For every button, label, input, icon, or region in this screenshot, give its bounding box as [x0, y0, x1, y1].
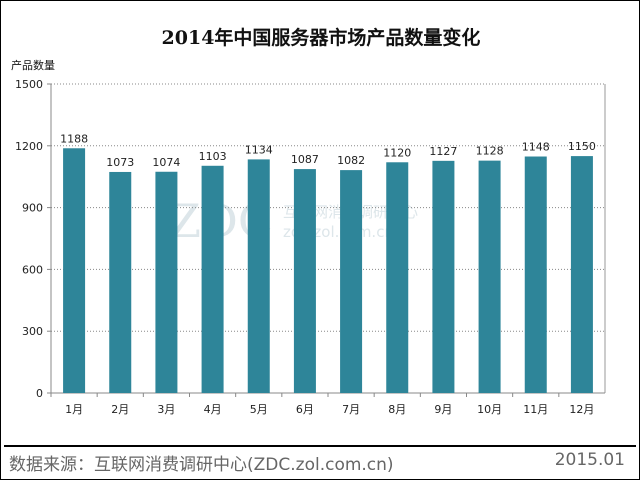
y-tick-label: 1500 [15, 78, 43, 91]
data-label: 1103 [199, 150, 227, 163]
bar [340, 170, 363, 393]
y-tick-label: 1200 [15, 140, 43, 153]
x-tick-label: 6月 [296, 403, 314, 416]
bar [386, 162, 409, 393]
x-tick-label: 1月 [65, 403, 83, 416]
bar [201, 165, 224, 393]
x-tick-label: 12月 [569, 403, 594, 416]
data-label: 1150 [568, 140, 596, 153]
x-tick-label: 4月 [204, 403, 222, 416]
data-source: 数据来源：互联网消费调研中心(ZDC.zol.com.cn) [9, 455, 394, 475]
data-label: 1073 [106, 156, 134, 169]
bar [524, 156, 547, 393]
bar-chart: ZDC互联网消费调研中心zdc.zol.com.cn03006009001200… [15, 78, 606, 416]
publish-date: 2015.01 [554, 450, 625, 470]
bar [155, 171, 178, 393]
data-label: 1188 [60, 132, 88, 145]
chart-title: 2014年中国服务器市场产品数量变化 [161, 27, 481, 49]
bar [109, 171, 132, 393]
x-tick-label: 7月 [342, 403, 360, 416]
y-tick-label: 900 [22, 202, 43, 215]
data-label: 1128 [476, 145, 504, 158]
y-tick-label: 0 [36, 387, 43, 400]
data-label: 1134 [245, 143, 273, 156]
bar [293, 169, 316, 393]
data-label: 1120 [383, 146, 411, 159]
x-tick-label: 9月 [434, 403, 452, 416]
y-tick-label: 300 [22, 325, 43, 338]
bar [432, 160, 455, 393]
data-label: 1082 [337, 154, 365, 167]
data-label: 1148 [522, 141, 550, 154]
x-tick-label: 10月 [477, 403, 502, 416]
data-label: 1127 [429, 145, 457, 158]
x-tick-label: 8月 [388, 403, 406, 416]
y-tick-label: 600 [22, 263, 43, 276]
bar [247, 159, 270, 393]
x-tick-label: 3月 [157, 403, 175, 416]
footer-divider [4, 445, 636, 447]
y-axis-label: 产品数量 [11, 59, 55, 72]
bar [570, 156, 593, 393]
x-tick-label: 5月 [250, 403, 268, 416]
bar [63, 148, 86, 393]
data-label: 1074 [152, 156, 180, 169]
x-tick-label: 11月 [523, 403, 548, 416]
bar [478, 160, 501, 393]
data-label: 1087 [291, 153, 319, 166]
x-tick-label: 2月 [111, 403, 129, 416]
